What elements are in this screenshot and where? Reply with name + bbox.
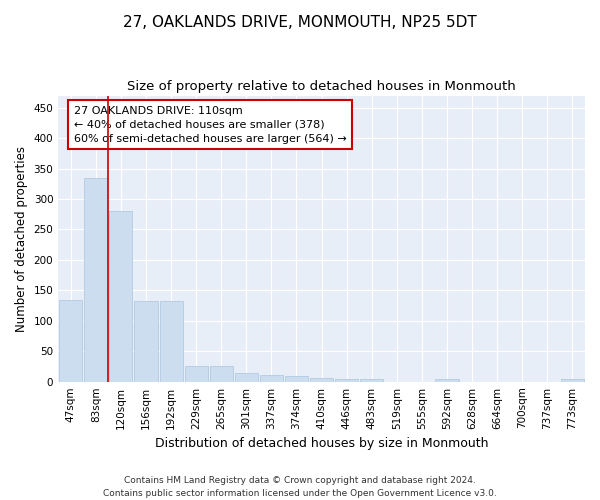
Text: Contains HM Land Registry data © Crown copyright and database right 2024.
Contai: Contains HM Land Registry data © Crown c… [103,476,497,498]
Bar [235,372,258,382]
Title: Size of property relative to detached houses in Monmouth: Size of property relative to detached ho… [127,80,516,93]
Bar [209,366,233,382]
Bar [185,366,208,382]
Bar [360,379,383,382]
Bar [109,211,133,382]
Bar [335,378,358,382]
X-axis label: Distribution of detached houses by size in Monmouth: Distribution of detached houses by size … [155,437,488,450]
Bar [134,300,158,382]
Bar [84,178,107,382]
Text: 27, OAKLANDS DRIVE, MONMOUTH, NP25 5DT: 27, OAKLANDS DRIVE, MONMOUTH, NP25 5DT [123,15,477,30]
Y-axis label: Number of detached properties: Number of detached properties [15,146,28,332]
Bar [260,375,283,382]
Bar [310,378,333,382]
Bar [59,300,82,382]
Bar [160,300,182,382]
Bar [561,379,584,382]
Text: 27 OAKLANDS DRIVE: 110sqm
← 40% of detached houses are smaller (378)
60% of semi: 27 OAKLANDS DRIVE: 110sqm ← 40% of detac… [74,106,347,144]
Bar [436,379,458,382]
Bar [285,376,308,382]
